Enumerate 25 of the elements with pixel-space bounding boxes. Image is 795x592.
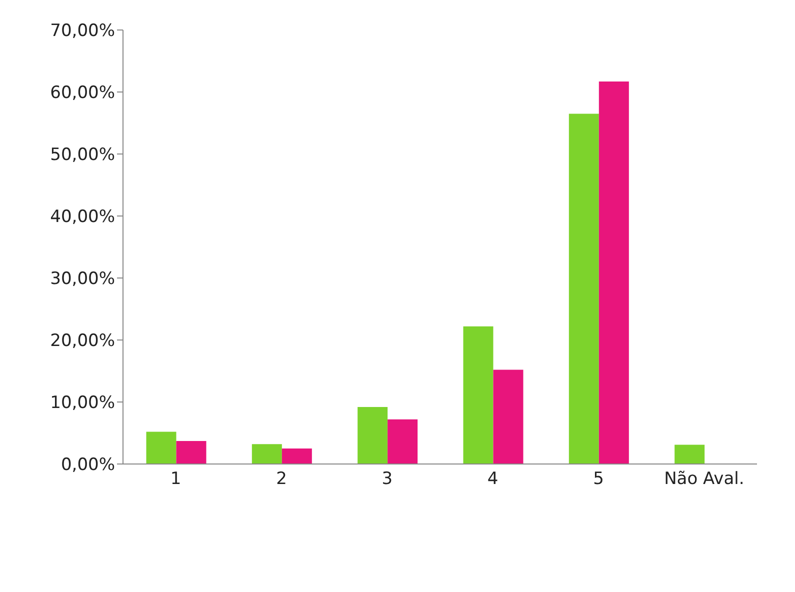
x-tick-label: 1 (170, 469, 182, 490)
x-tick-label: Não Aval. (664, 469, 744, 490)
bar (463, 326, 494, 464)
x-tick-label: 4 (487, 469, 498, 490)
bar (282, 448, 312, 464)
x-tick-label: 5 (593, 469, 604, 490)
x-tick-label: 3 (382, 469, 393, 490)
bar (568, 114, 599, 464)
bar (252, 444, 282, 464)
bar (674, 444, 705, 464)
bar (493, 370, 524, 464)
y-tick-label: 20,00% (50, 331, 115, 352)
bar (598, 81, 629, 464)
y-tick-label: 60,00% (50, 83, 115, 104)
bar (176, 441, 206, 464)
y-tick-label: 40,00% (50, 207, 115, 228)
bar (388, 419, 418, 464)
bar (146, 432, 176, 464)
y-tick-label: 10,00% (50, 393, 115, 414)
x-tick-label: 2 (276, 469, 287, 490)
y-tick-label: 30,00% (50, 269, 115, 290)
y-tick-label: 0,00% (60, 455, 115, 476)
bar (358, 406, 388, 464)
y-tick-label: 70,00% (50, 21, 115, 42)
y-tick-label: 50,00% (50, 145, 115, 166)
